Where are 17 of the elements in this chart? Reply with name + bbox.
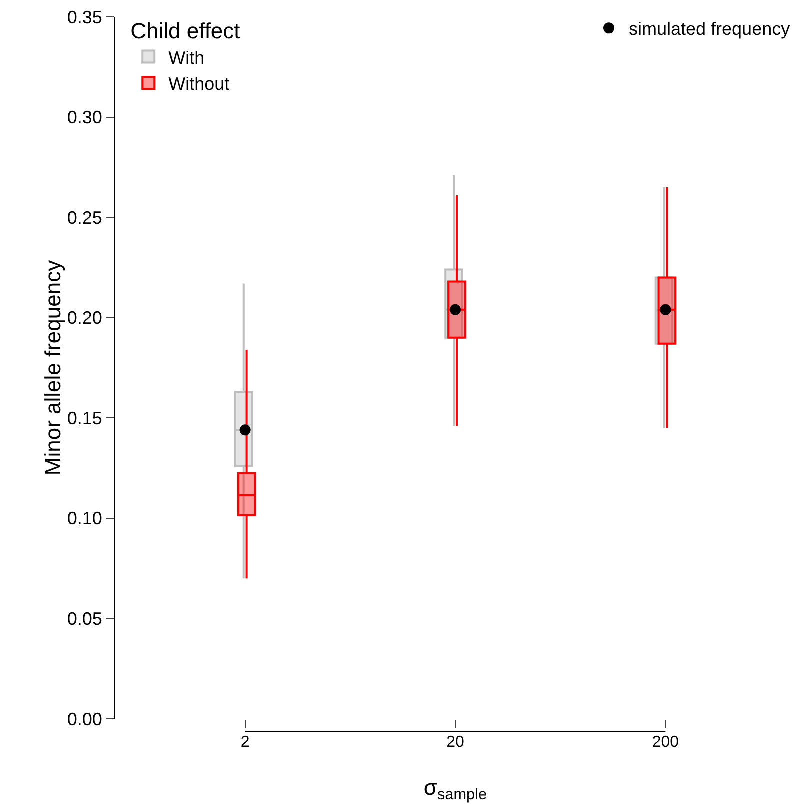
y-tick-label: 0.00 [67, 709, 102, 730]
y-tick-label: 0.05 [67, 609, 102, 630]
legend-label: Without [168, 74, 230, 94]
y-tick-label: 0.35 [67, 7, 102, 28]
legend-label: simulated frequency [629, 19, 790, 40]
y-tick-label: 0.30 [67, 108, 102, 128]
x-tick-label: 20 [446, 734, 464, 752]
x-axis-title: σ$_{sample}$ [424, 775, 488, 804]
y-tick-label: 0.25 [67, 208, 102, 228]
y-tick-label: 0.10 [67, 508, 102, 529]
legend-title: Child effect [130, 18, 240, 44]
y-tick-label: 0.20 [67, 308, 102, 328]
legend-label: With [168, 48, 205, 68]
y-tick-label: 0.15 [67, 408, 102, 428]
x-tick-label: 200 [652, 734, 680, 752]
y-axis-title: Minor allele frequency [40, 260, 66, 476]
x-tick-label: 2 [240, 734, 250, 752]
